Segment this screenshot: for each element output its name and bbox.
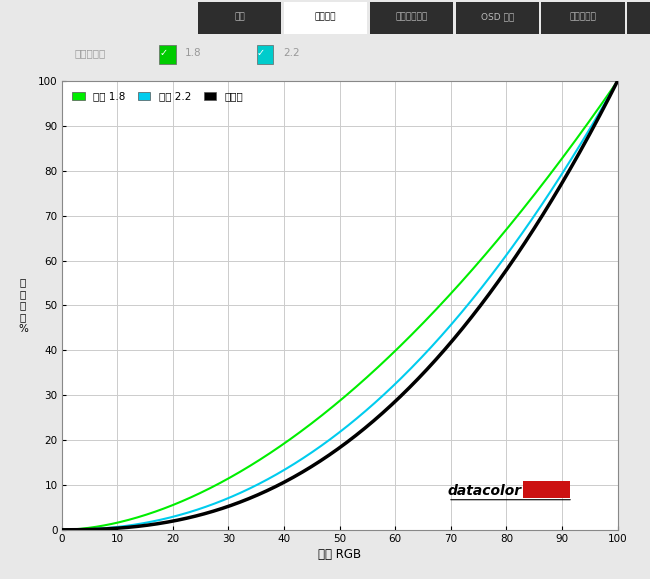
Bar [257, 45, 273, 64]
Text: ✓: ✓ [257, 48, 265, 58]
Bar [284, 2, 367, 34]
Text: 屏幕均匀性: 屏幕均匀性 [569, 13, 597, 22]
Text: 2.2: 2.2 [283, 48, 300, 58]
Bar [159, 45, 176, 64]
Text: 1.8: 1.8 [185, 48, 202, 58]
Bar [627, 2, 650, 34]
Text: 光度参考：: 光度参考： [75, 48, 106, 58]
Legend: 光度 1.8, 光度 2.2, 已测量: 光度 1.8, 光度 2.2, 已测量 [67, 86, 248, 107]
Text: ✓: ✓ [159, 48, 168, 58]
Text: 输
出
亮
度
%: 输 出 亮 度 % [18, 277, 28, 334]
Text: 色域: 色域 [235, 13, 245, 22]
Text: 色调响应: 色调响应 [315, 13, 337, 22]
Bar [198, 2, 281, 34]
Bar [456, 2, 539, 34]
Text: 亮度与对比度: 亮度与对比度 [395, 13, 428, 22]
Text: datacolor: datacolor [448, 485, 522, 499]
Text: OSD 设置: OSD 设置 [480, 13, 514, 22]
Bar [541, 2, 625, 34]
Bar [523, 481, 570, 499]
Bar [370, 2, 453, 34]
X-axis label: 输入 RGB: 输入 RGB [318, 548, 361, 561]
